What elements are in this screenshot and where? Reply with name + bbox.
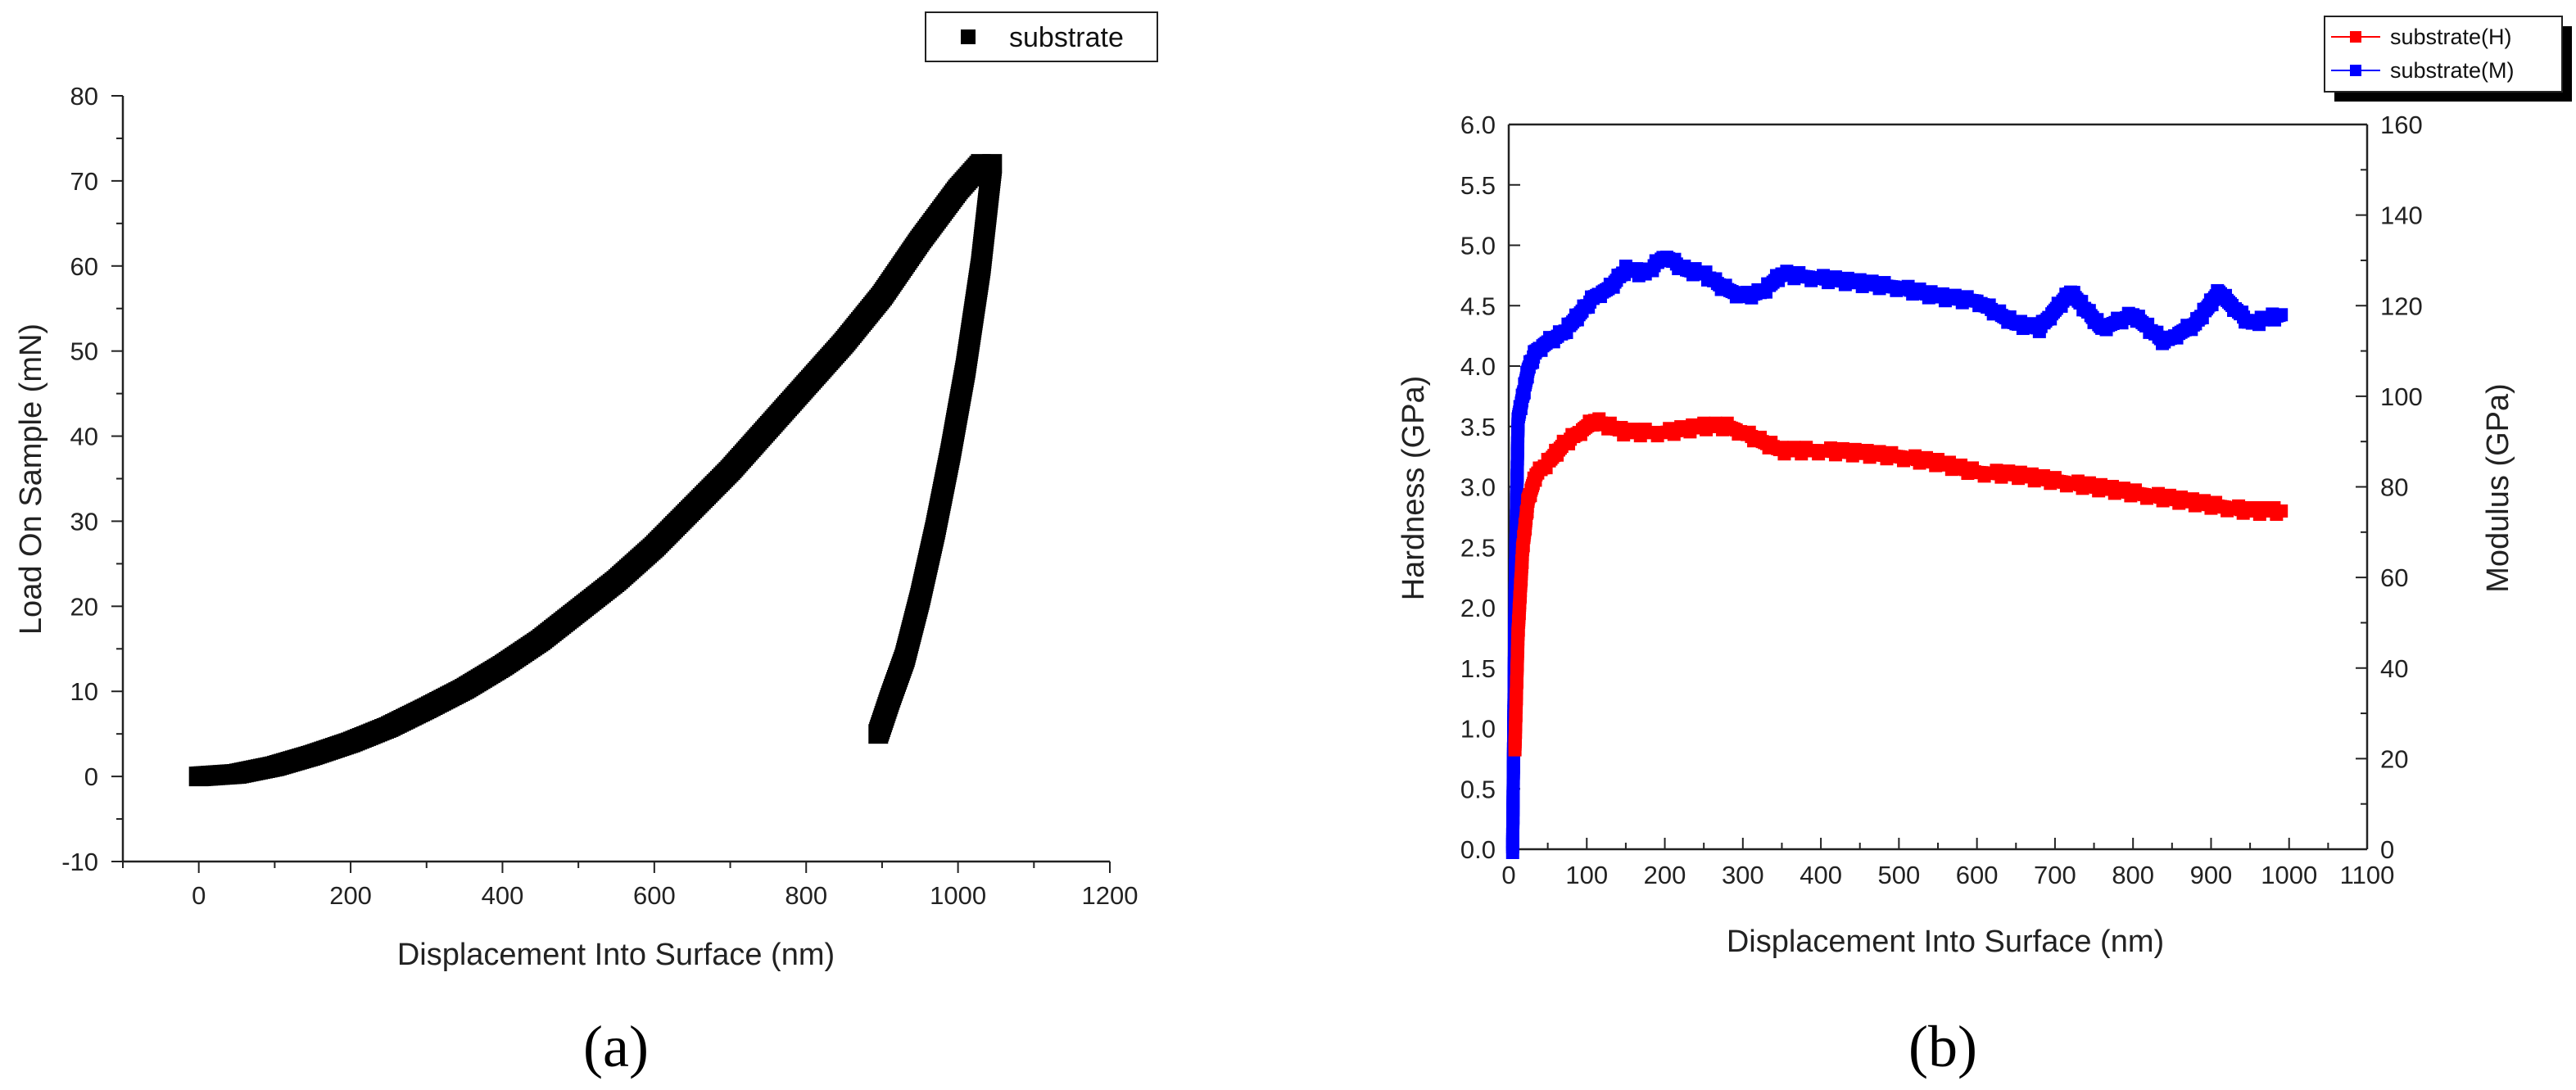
chart-b-hardness-point: [2275, 504, 2289, 518]
chart-a-y-ticks: -10 0 10 20 30 40 50 60 70 80: [61, 82, 123, 876]
chart-b-series-hardness: [1508, 412, 2289, 757]
chart-a-y-tick-label: 70: [70, 167, 98, 196]
chart-a-x-ticks: 0 200 400 600 800 1000 1200: [122, 862, 1139, 910]
chart-a-y-tick-label: 20: [70, 592, 98, 621]
chart-a-x-tick-label: 400: [482, 881, 524, 910]
chart-b-y-ticks-right: 0 20 40 60 80 100 120 140 160: [2356, 111, 2423, 864]
chart-a-y-tick-label: 30: [70, 507, 98, 536]
chart-b-x-tick-label: 0: [1501, 861, 1515, 889]
chart-a-series-substrate: [188, 154, 1003, 787]
chart-b-yl-tick-label: 3.5: [1460, 413, 1496, 441]
chart-a-point: [868, 724, 889, 744]
chart-b-x-tick-label: 600: [1956, 861, 1999, 889]
chart-b-yl-tick-label: 1.0: [1460, 715, 1496, 744]
chart-b-yr-tick-label: 100: [2380, 382, 2423, 411]
chart-b-ylabel-left: Hardness (GPa): [1397, 376, 1431, 601]
chart-b-series-modulus: [1505, 251, 2289, 859]
chart-b-yr-tick-label: 80: [2380, 473, 2408, 502]
chart-b-legend-label-m: substrate(M): [2390, 58, 2515, 83]
chart-b-legend-label-h: substrate(H): [2390, 25, 2512, 49]
chart-b-yl-tick-label: 5.5: [1460, 171, 1496, 200]
chart-b-yr-tick-label: 160: [2380, 111, 2423, 139]
chart-a-y-tick-label: 60: [70, 252, 98, 281]
chart-b-yr-tick-label: 120: [2380, 292, 2423, 320]
chart-b-yr-tick-label: 140: [2380, 201, 2423, 230]
chart-b-y-ticks-left: 0.0 0.5 1.0 1.5 2.0 2.5 3.0 3.5 4.0 4.5 5.0 5.5 6.0: [1460, 111, 1520, 864]
chart-a-y-tick-label: 10: [70, 677, 98, 706]
chart-b-yr-tick-label: 0: [2380, 835, 2394, 864]
chart-a-x-tick-label: 800: [785, 881, 827, 910]
chart-b-yl-tick-label: 0.0: [1460, 835, 1496, 864]
chart-b-x-tick-label: 100: [1565, 861, 1608, 889]
chart-b-legend: substrate(H) substrate(M): [2324, 16, 2572, 102]
chart-b-yl-tick-label: 4.0: [1460, 352, 1496, 381]
chart-a-legend-marker: [961, 29, 976, 44]
chart-a-xlabel: Displacement Into Surface (nm): [397, 938, 835, 972]
chart-a-ylabel: Load On Sample (mN): [14, 323, 48, 635]
chart-b-yl-tick-label: 3.0: [1460, 473, 1496, 502]
chart-b-yl-tick-label: 5.0: [1460, 232, 1496, 260]
chart-a-x-tick-label: 1200: [1082, 881, 1139, 910]
chart-b-x-tick-label: 400: [1800, 861, 1842, 889]
chart-b-x-tick-label: 300: [1722, 861, 1764, 889]
chart-b-yl-tick-label: 0.5: [1460, 775, 1496, 803]
chart-a-y-tick-label: -10: [61, 848, 98, 876]
chart-b-x-tick-label: 800: [2112, 861, 2154, 889]
chart-a-legend-label: substrate: [1009, 22, 1124, 53]
chart-b-legend-box: [2324, 16, 2563, 93]
chart-a-x-tick-label: 0: [192, 881, 206, 910]
chart-a-y-tick-label: 0: [84, 762, 98, 791]
chart-b-yr-tick-label: 60: [2380, 563, 2408, 592]
chart-b-yl-tick-label: 2.5: [1460, 533, 1496, 562]
chart-b: 0 100 200 300 400 500 600 700 800 900 1000 1100 0.0…: [1397, 16, 2572, 1079]
chart-a-x-tick-label: 1000: [930, 881, 986, 910]
chart-b-x-tick-label: 900: [2190, 861, 2233, 889]
chart-a-y-tick-label: 50: [70, 337, 98, 366]
chart-b-x-tick-label: 1000: [2261, 861, 2317, 889]
chart-b-ylabel-right: Modulus (GPa): [2481, 383, 2515, 593]
chart-b-yl-tick-label: 1.5: [1460, 654, 1496, 683]
chart-b-modulus-point: [2275, 308, 2289, 322]
chart-b-panel-label: (b): [1908, 1014, 1977, 1079]
chart-a-legend: substrate: [925, 11, 1158, 62]
chart-b-hardness-line: [1514, 418, 2282, 747]
chart-b-yl-tick-label: 6.0: [1460, 111, 1496, 139]
chart-a-x-tick-label: 200: [329, 881, 372, 910]
chart-b-x-tick-label: 500: [1877, 861, 1920, 889]
chart-b-yl-tick-label: 4.5: [1460, 292, 1496, 320]
chart-b-legend-marker-h: [2350, 31, 2361, 43]
chart-b-legend-marker-m: [2350, 65, 2361, 76]
chart-a-y-tick-label: 40: [70, 423, 98, 451]
chart-b-xlabel: Displacement Into Surface (nm): [1727, 925, 2164, 959]
chart-b-x-tick-label: 200: [1644, 861, 1686, 889]
chart-b-yr-tick-label: 20: [2380, 744, 2408, 773]
chart-b-yr-tick-label: 40: [2380, 654, 2408, 683]
chart-b-x-tick-label: 700: [2034, 861, 2076, 889]
chart-b-x-ticks: 0 100 200 300 400 500 600 700 800 900 1000 1100: [1501, 838, 2394, 889]
chart-a: 0 200 400 600 800 1000 1200 -10 0 10 20 30 40 50 60 70…: [14, 11, 1158, 1079]
chart-b-yl-tick-label: 2.0: [1460, 594, 1496, 622]
chart-a-y-tick-label: 80: [70, 82, 98, 111]
chart-a-panel-label: (a): [583, 1014, 649, 1079]
chart-a-x-tick-label: 600: [633, 881, 676, 910]
chart-b-x-tick-label: 1100: [2340, 861, 2395, 889]
